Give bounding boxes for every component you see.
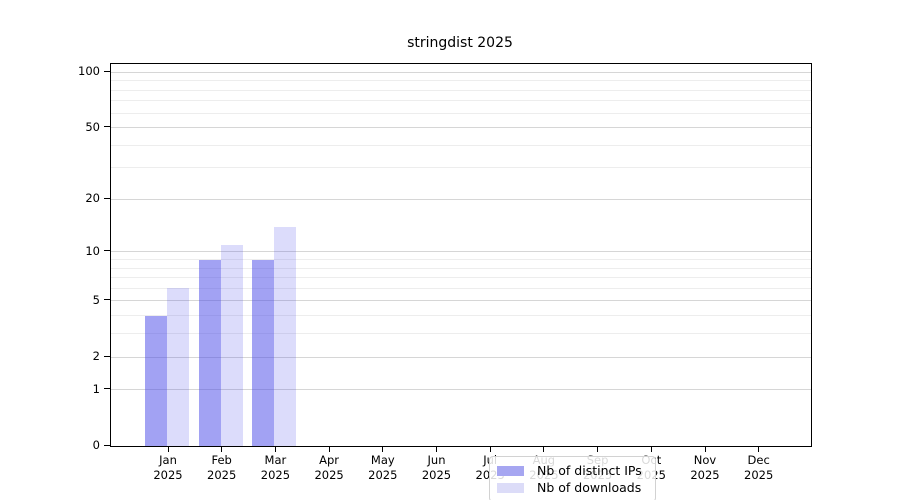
x-tick-label-jun: Jun 2025 <box>421 453 452 482</box>
y-tick-100 <box>104 70 110 72</box>
y-tick-label-1: 1 <box>92 381 100 396</box>
legend-entry-distinct-ips: Nb of distinct IPs <box>497 463 647 478</box>
plot-area: Nb of distinct IPs Nb of downloads <box>110 63 812 500</box>
y-tick-label-100: 100 <box>78 64 100 79</box>
x-tick-label-dec: Dec 2025 <box>744 453 774 482</box>
gridline-60 <box>111 112 811 114</box>
x-tick-label-nov: Nov 2025 <box>690 453 720 482</box>
chart-title: stringdist 2025 <box>407 35 513 51</box>
x-tick-mar <box>274 446 276 452</box>
bar-jan-downloads <box>167 288 189 446</box>
y-tick-20 <box>104 197 110 199</box>
x-tick-may <box>382 446 384 452</box>
x-tick-label-jan: Jan 2025 <box>153 453 183 482</box>
gridline-70 <box>111 100 811 102</box>
gridline-100 <box>111 71 811 73</box>
x-tick-oct <box>650 446 652 452</box>
gridline-1 <box>111 389 811 391</box>
y-tick-label-10: 10 <box>85 243 100 258</box>
y-tick-5 <box>104 299 110 301</box>
x-tick-feb <box>221 446 223 452</box>
x-tick-dec <box>758 446 760 452</box>
x-tick-sep <box>597 446 599 452</box>
legend-swatch-distinct-ips <box>497 465 524 476</box>
y-tick-label-50: 50 <box>85 119 100 134</box>
x-tick-label-mar: Mar 2025 <box>260 453 291 482</box>
gridline-3 <box>111 333 811 335</box>
gridline-80 <box>111 89 811 91</box>
legend: Nb of distinct IPs Nb of downloads <box>489 456 656 500</box>
x-tick-aug <box>543 446 545 452</box>
bar-feb-downloads <box>220 244 243 446</box>
gridline-8 <box>111 267 811 269</box>
y-tick-2 <box>104 355 110 357</box>
y-tick-label-2: 2 <box>92 349 100 364</box>
x-tick-nov <box>704 446 706 452</box>
legend-label-distinct-ips: Nb of distinct IPs <box>537 463 642 478</box>
y-tick-label-20: 20 <box>85 191 100 206</box>
gridline-6 <box>111 287 811 289</box>
bar-mar-downloads <box>274 226 297 446</box>
y-tick-10 <box>104 250 110 252</box>
x-tick-jun <box>436 446 437 452</box>
legend-swatch-downloads <box>497 482 524 493</box>
gridline-2 <box>111 356 811 358</box>
bar-feb-distinct-ips <box>198 259 221 446</box>
legend-label-downloads: Nb of downloads <box>537 480 642 495</box>
bar-jan-distinct-ips <box>145 315 167 446</box>
y-tick-0 <box>104 444 110 446</box>
y-tick-label-0: 0 <box>92 438 100 452</box>
gridline-40 <box>111 144 811 146</box>
gridline-10 <box>111 251 811 253</box>
x-tick-label-apr: Apr 2025 <box>314 453 344 482</box>
gridline-50 <box>111 127 811 129</box>
y-tick-50 <box>104 126 110 128</box>
gridline-7 <box>111 277 811 279</box>
x-tick-jan <box>167 446 169 452</box>
gridline-30 <box>111 167 811 169</box>
x-tick-jul <box>489 446 491 452</box>
gridline-4 <box>111 315 811 317</box>
gridline-90 <box>111 80 811 82</box>
x-tick-apr <box>328 446 330 452</box>
legend-entry-downloads: Nb of downloads <box>497 480 647 495</box>
x-tick-label-may: May 2025 <box>368 453 398 482</box>
gridline-20 <box>111 198 811 200</box>
gridline-5 <box>111 300 811 302</box>
y-tick-label-5: 5 <box>92 292 100 307</box>
gridline-9 <box>111 259 811 260</box>
x-tick-label-feb: Feb 2025 <box>207 453 237 482</box>
y-tick-1 <box>104 388 110 390</box>
bar-mar-distinct-ips <box>252 259 275 446</box>
